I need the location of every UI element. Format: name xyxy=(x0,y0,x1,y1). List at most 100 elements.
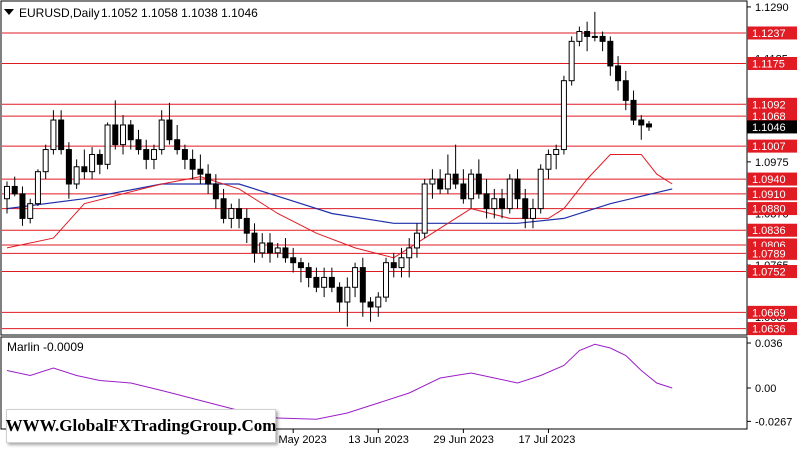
main-panel xyxy=(0,0,748,336)
candle-body xyxy=(591,35,598,38)
candle xyxy=(622,70,629,111)
candle xyxy=(50,110,57,155)
candle xyxy=(104,122,111,170)
candle xyxy=(305,262,312,288)
candle xyxy=(599,31,606,52)
candle-body xyxy=(274,247,281,254)
candle-body xyxy=(359,267,366,303)
candle-body xyxy=(568,40,575,82)
candle-body xyxy=(220,198,227,219)
badge-bg xyxy=(747,223,797,237)
candle xyxy=(297,257,304,283)
badge-bg xyxy=(747,139,797,153)
candle-body xyxy=(243,217,250,234)
candle xyxy=(4,181,10,214)
level-price-badge: 1.0940 xyxy=(747,172,797,186)
candle xyxy=(143,139,150,170)
level-price-badge: 1.1007 xyxy=(747,139,797,153)
candle xyxy=(545,149,552,180)
candle-body xyxy=(444,173,451,190)
candle xyxy=(189,149,196,180)
candle-body xyxy=(143,149,150,160)
candle-body xyxy=(150,149,157,160)
candle-body xyxy=(65,149,72,185)
candle xyxy=(328,267,335,293)
candle xyxy=(529,198,536,229)
candle xyxy=(220,188,227,224)
candle xyxy=(344,277,351,327)
candle xyxy=(607,36,614,76)
candle xyxy=(499,188,506,219)
candle-body xyxy=(81,166,88,173)
candle-body xyxy=(19,193,26,219)
candle xyxy=(65,142,72,199)
candle xyxy=(127,120,134,150)
level-price-badge: 1.1175 xyxy=(747,56,797,70)
badge-bg xyxy=(747,97,797,111)
candle-body xyxy=(259,242,266,254)
candle xyxy=(166,102,173,145)
indicator-label: Marlin -0.0009 xyxy=(7,340,84,354)
candle xyxy=(236,198,243,229)
candle xyxy=(135,129,142,155)
level-price-badge: 1.1237 xyxy=(747,26,797,40)
candle xyxy=(205,164,212,194)
badge-label: 1.0940 xyxy=(752,174,786,186)
badge-label: 1.1092 xyxy=(752,99,786,111)
candle xyxy=(259,233,266,258)
chart-menu-triangle-icon[interactable] xyxy=(4,9,14,15)
candle xyxy=(406,238,413,278)
badge-bg xyxy=(747,202,797,216)
candle-body xyxy=(468,173,475,200)
candle-body xyxy=(290,257,297,264)
candle-body xyxy=(406,247,413,259)
candle-body xyxy=(27,203,34,219)
level-price-badge: 1.0789 xyxy=(747,246,797,260)
candle xyxy=(429,169,436,199)
candle xyxy=(576,26,583,47)
badge-label: 1.1237 xyxy=(752,28,786,40)
badge-label: 1.0910 xyxy=(752,189,786,201)
candle-body xyxy=(313,276,320,288)
candle-body xyxy=(344,286,351,303)
candle-body xyxy=(367,301,374,308)
candle-body xyxy=(537,168,544,210)
candle-body xyxy=(50,119,57,151)
candle xyxy=(228,203,235,229)
candle-body xyxy=(174,139,181,151)
candle-body xyxy=(282,247,289,259)
candle-body xyxy=(506,178,513,210)
candle xyxy=(290,247,297,273)
candle xyxy=(537,164,544,214)
candle xyxy=(120,115,127,155)
candle-body xyxy=(135,139,142,151)
candle-body xyxy=(483,193,490,210)
candle-body xyxy=(166,119,173,141)
badge-label: 1.0669 xyxy=(752,307,786,319)
badge-bg xyxy=(747,305,797,319)
candle-body xyxy=(181,149,188,160)
candle xyxy=(468,169,475,209)
badge-bg xyxy=(747,322,797,336)
level-price-badge: 1.0669 xyxy=(747,305,797,319)
badge-label: 1.1068 xyxy=(752,111,786,123)
symbol-label: EURUSD,Daily xyxy=(19,6,100,20)
candle-body xyxy=(34,171,41,205)
candle xyxy=(375,292,382,317)
candle-body xyxy=(475,173,482,195)
badge-label: 1.1007 xyxy=(752,141,786,153)
candle-body xyxy=(127,124,134,141)
x-tick-label: 17 Jul 2023 xyxy=(518,434,575,446)
candle xyxy=(390,252,397,278)
candle xyxy=(19,186,26,226)
candle-body xyxy=(529,208,536,219)
candle xyxy=(646,121,652,131)
candle-body xyxy=(413,232,420,249)
candle xyxy=(89,147,96,180)
osc-y-tick-label: 0.00 xyxy=(755,383,776,395)
candle xyxy=(150,144,157,170)
x-tick-label: 13 Jun 2023 xyxy=(348,434,409,446)
candle-body xyxy=(545,153,552,170)
candle-body xyxy=(584,31,591,37)
